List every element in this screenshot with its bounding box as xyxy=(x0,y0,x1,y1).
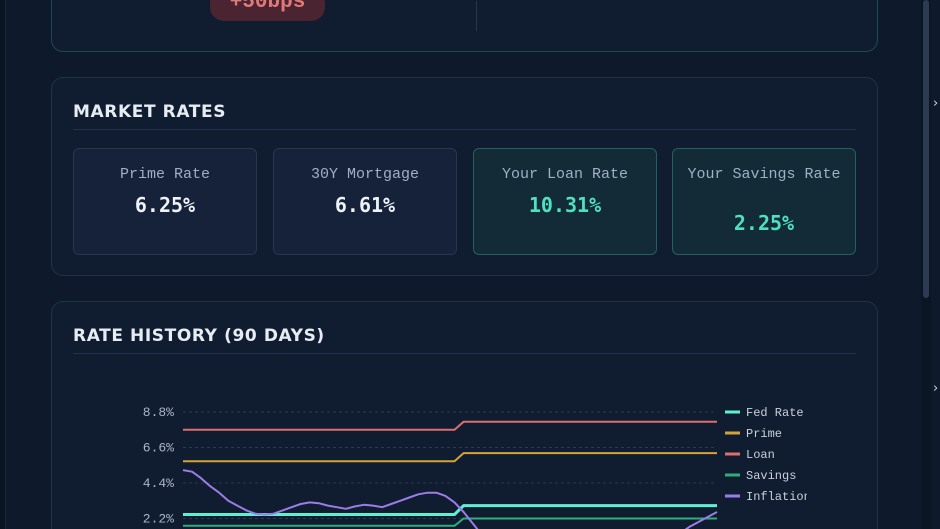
legend-label: Fed Rate xyxy=(746,406,804,420)
series-line-loan xyxy=(183,420,717,431)
scrollbar-thumb[interactable] xyxy=(923,0,929,298)
series-line-inflation xyxy=(182,469,718,529)
y-tick-label: 8.8% xyxy=(143,405,174,420)
legend-label: Prime xyxy=(746,427,782,441)
rate-change-badge: +50bps xyxy=(210,0,325,21)
summary-divider xyxy=(476,1,477,31)
series-line-fed-rate xyxy=(183,504,717,516)
left-sidebar-edge xyxy=(0,0,6,529)
series-line-savings xyxy=(183,517,717,527)
card-value: 6.25% xyxy=(134,193,196,217)
prime-rate-card: Prime Rate 6.25% xyxy=(73,148,257,255)
card-label: 30Y Mortgage xyxy=(310,166,420,183)
y-tick-label: 2.2% xyxy=(143,512,174,527)
section-divider xyxy=(73,353,856,354)
loan-rate-card: Your Loan Rate 10.31% xyxy=(473,148,657,255)
series-line-prime xyxy=(183,452,717,463)
card-value: 10.31% xyxy=(528,193,602,217)
y-tick-label: 6.6% xyxy=(143,441,174,456)
card-value: 6.61% xyxy=(334,193,396,217)
rate-history-title: RATE HISTORY (90 DAYS) xyxy=(73,326,325,346)
card-label: Prime Rate xyxy=(119,166,210,183)
legend-label: Loan xyxy=(746,448,775,462)
legend-label: Savings xyxy=(746,469,796,483)
mortgage-rate-card: 30Y Mortgage 6.61% xyxy=(273,148,457,255)
section-divider xyxy=(73,129,856,130)
rate-history-panel: RATE HISTORY (90 DAYS) xyxy=(51,301,878,529)
card-label: Your Savings Rate xyxy=(687,166,841,183)
rate-change-summary-panel: +50bps xyxy=(51,0,878,52)
market-rates-title: MARKET RATES xyxy=(73,102,227,122)
savings-rate-card: Your Savings Rate 2.25% xyxy=(672,148,856,255)
card-value: 2.25% xyxy=(733,211,795,235)
edge-marker-icon: › xyxy=(933,381,939,396)
card-label: Your Loan Rate xyxy=(501,166,629,183)
edge-marker-icon: › xyxy=(933,96,939,111)
legend-label: Inflation xyxy=(746,490,811,504)
market-rates-panel: MARKET RATES Prime Rate 6.25% 30Y Mortga… xyxy=(51,77,878,276)
y-tick-label: 4.4% xyxy=(143,476,174,491)
